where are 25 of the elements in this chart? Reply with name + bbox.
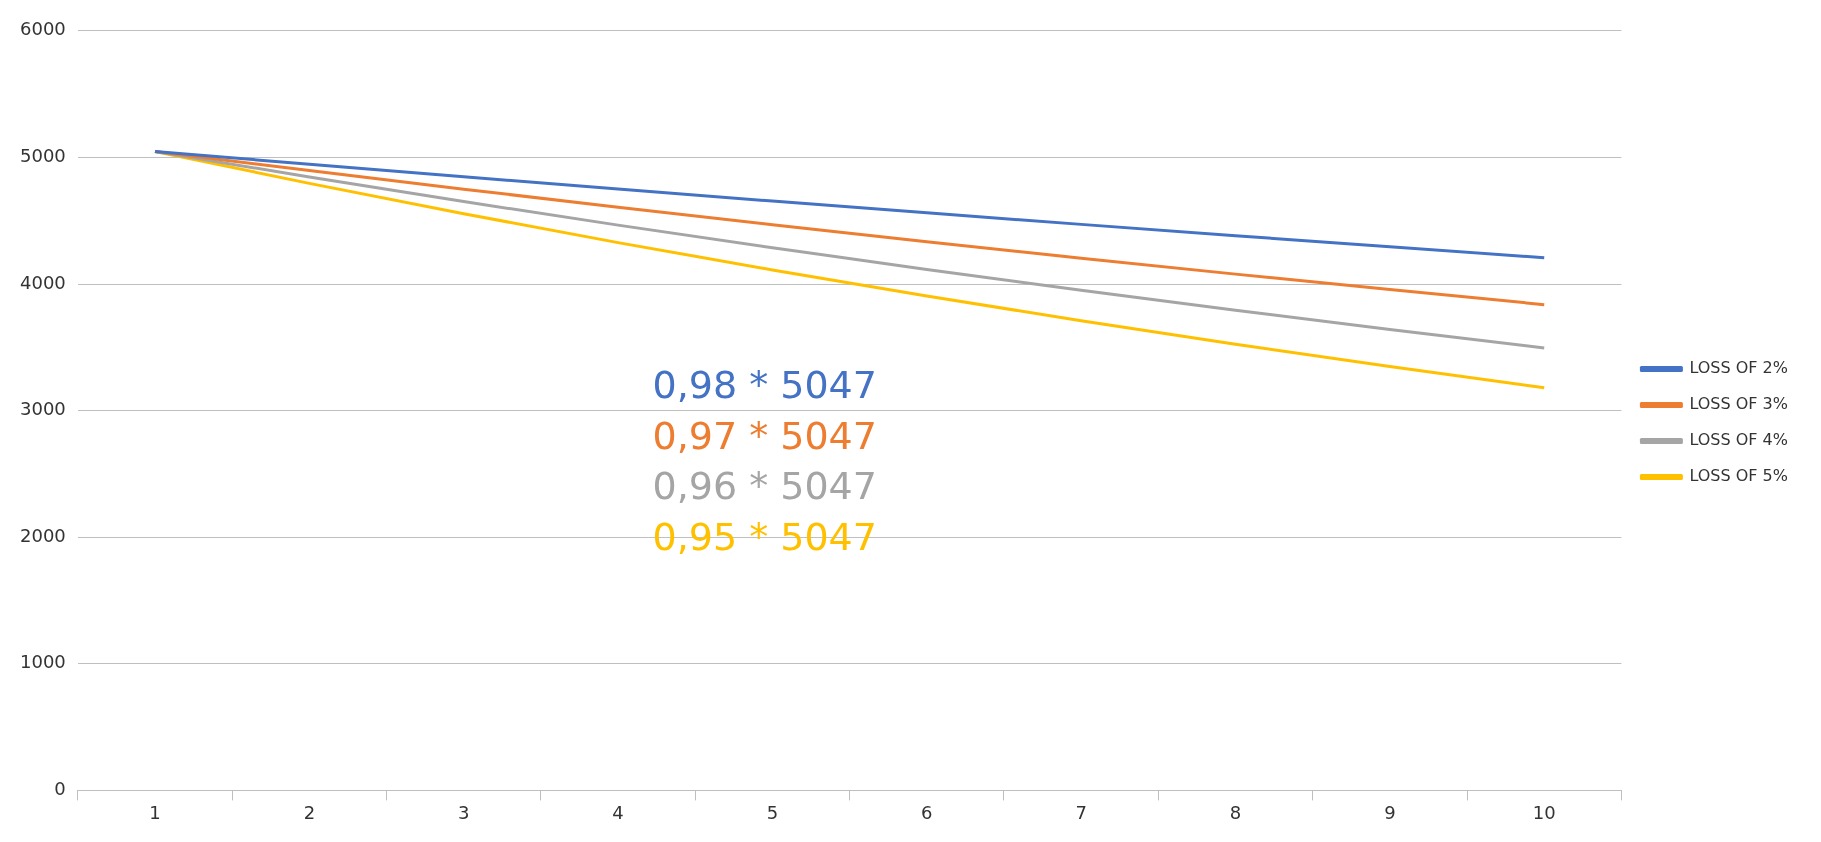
legend-label: LOSS OF 4% [1689,430,1789,450]
legend-label: LOSS OF 2% [1689,358,1789,378]
x-tick-label: 4 [612,801,624,823]
legend-label: LOSS OF 5% [1689,466,1789,486]
y-tick-label: 5000 [20,145,66,167]
x-tick-label: 7 [1075,801,1087,823]
x-tick-label: 9 [1384,801,1396,823]
legend-label: LOSS OF 3% [1689,394,1789,414]
x-tick-label: 10 [1532,801,1556,823]
annotation: 0,98 * 5047 [652,362,877,407]
x-tick-label: 1 [149,801,161,823]
x-tick-label: 5 [766,801,779,823]
x-tick-label: 3 [457,801,470,823]
y-tick-label: 0 [54,778,66,800]
y-tick-label: 4000 [20,271,66,293]
annotation: 0,97 * 5047 [652,413,877,458]
y-tick-label: 1000 [20,651,66,673]
x-tick-label: 6 [921,801,933,823]
y-tick-label: 6000 [20,18,66,40]
x-tick-label: 2 [303,801,316,823]
annotation: 0,95 * 5047 [652,515,877,560]
y-tick-label: 3000 [20,398,66,420]
y-tick-label: 2000 [20,524,66,546]
x-tick-label: 8 [1229,801,1242,823]
annotation: 0,96 * 5047 [652,464,877,509]
